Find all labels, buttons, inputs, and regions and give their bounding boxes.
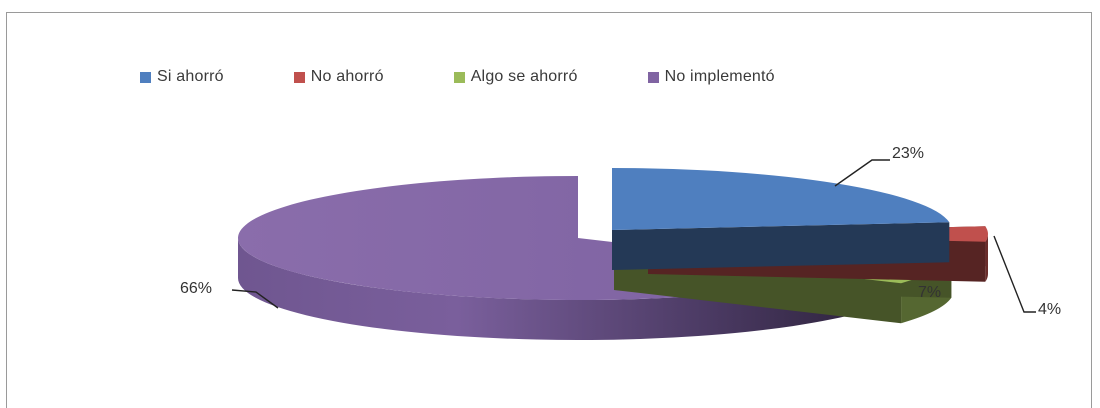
legend-item-algo-se-ahorro: Algo se ahorró [453,68,578,86]
data-label-leader-line [834,159,890,187]
data-label-si-ahorro: 23% [892,145,924,162]
legend-label: Si ahorró [157,68,224,85]
legend-item-si-ahorro: Si ahorró [140,68,224,86]
legend-swatch [647,71,659,83]
legend-label: No implementó [664,68,775,85]
chart-legend: Si ahorró No ahorró Algo se ahorró No im… [140,66,775,88]
slice-side-wall [985,234,989,282]
legend-swatch [140,71,151,83]
legend-swatch [453,71,465,83]
legend-swatch [293,71,305,83]
data-label-algo-se-ahorro: 7% [918,284,941,301]
legend-item-no-implemento: No implementó [647,68,775,86]
legend-label: Algo se ahorró [470,68,578,85]
legend-label: No ahorró [310,68,384,85]
legend-item-no-ahorro: No ahorró [293,68,384,86]
data-label-no-ahorro: 4% [1038,301,1061,318]
slice-cut-face [612,222,950,270]
slice-side-wall [238,238,866,340]
slice-top-face [612,168,950,230]
data-label-leader-line [993,235,1036,313]
data-label-no-implemento: 66% [180,280,212,297]
pie-slice-si-ahorro [612,168,950,270]
data-label-leader-line [231,289,279,309]
